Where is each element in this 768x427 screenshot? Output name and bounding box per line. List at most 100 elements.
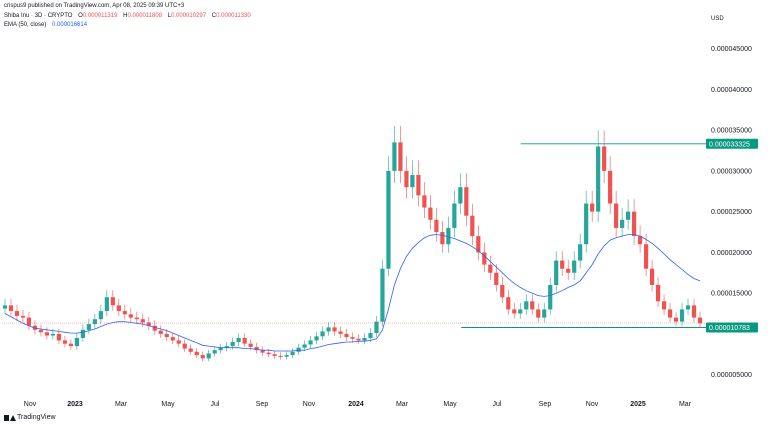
- candle: [649, 268, 655, 285]
- x-tick-label: Mar: [115, 401, 128, 408]
- candle: [260, 350, 265, 353]
- tradingview-logo[interactable]: TradingView: [4, 414, 56, 421]
- candle: [643, 244, 649, 269]
- candle: [404, 170, 409, 188]
- candle: [110, 297, 115, 306]
- candle: [458, 187, 463, 204]
- legend-ohlc-l: L0.000010297: [167, 13, 207, 19]
- candle: [356, 338, 361, 341]
- candle: [428, 207, 433, 220]
- candle: [326, 327, 331, 332]
- candle: [655, 284, 661, 302]
- candle: [536, 309, 541, 318]
- candle: [242, 337, 247, 344]
- legend-ema-row: EMA (50, close) 0.000016614: [4, 22, 91, 28]
- candle: [254, 346, 259, 351]
- candle: [146, 322, 151, 326]
- candle: [212, 350, 217, 354]
- candle: [164, 333, 169, 338]
- y-tick-label: 0.000040000: [711, 87, 752, 94]
- candle: [584, 203, 589, 245]
- candle: [392, 142, 397, 171]
- x-tick-label: Nov: [303, 401, 316, 408]
- y-tick-label: 0.000005000: [711, 372, 752, 379]
- candle: [661, 301, 667, 310]
- candle: [272, 354, 277, 356]
- y-tick-label: 0.000035000: [711, 128, 752, 135]
- candle: [86, 324, 91, 330]
- candle: [374, 321, 379, 334]
- candle: [673, 317, 679, 322]
- candle: [278, 355, 283, 357]
- candle: [524, 301, 529, 310]
- candle: [158, 330, 163, 334]
- candle: [236, 337, 241, 343]
- candle: [224, 346, 229, 348]
- tradingview-icon: [4, 414, 16, 421]
- legend-symbol: Shiba Inu · 3D · CRYPTO: [4, 13, 73, 19]
- candle: [80, 329, 85, 338]
- y-tick-label: 0.000015000: [711, 291, 752, 298]
- candle: [512, 309, 517, 314]
- candle: [697, 317, 703, 324]
- x-tick-label: Sep: [539, 401, 552, 408]
- candle: [679, 309, 685, 322]
- candle: [548, 284, 553, 310]
- candle: [590, 203, 595, 212]
- candle: [667, 309, 673, 318]
- candle: [506, 297, 511, 310]
- candle: [398, 142, 403, 171]
- levels-layer: 0.000033325 0.000010783: [461, 138, 758, 333]
- candle: [362, 337, 367, 341]
- candle: [320, 331, 325, 337]
- candle: [170, 337, 175, 341]
- legend-ema-value: 0.000016614: [52, 22, 88, 28]
- candle: [620, 219, 625, 228]
- x-tick-label: Nov: [586, 401, 599, 408]
- candle: [416, 174, 421, 196]
- y-axis: 0.000005000 0.000015000 0.000020000 0.00002…: [711, 46, 752, 379]
- x-tick-label: Jul: [493, 401, 502, 408]
- candle: [440, 232, 445, 245]
- candle: [284, 355, 289, 357]
- candle: [632, 211, 637, 237]
- candle: [98, 311, 103, 320]
- candle: [434, 219, 439, 233]
- x-tick-label: Sep: [256, 401, 269, 408]
- legend-ohlc-o: O0.000011319: [78, 13, 118, 19]
- candle: [386, 170, 391, 269]
- candle: [74, 337, 79, 347]
- x-tick-label: Jul: [211, 401, 220, 408]
- x-tick-label: May: [161, 401, 175, 408]
- legend-c-value: 0.000011330: [216, 13, 251, 19]
- candle: [488, 264, 493, 273]
- candle: [578, 244, 583, 261]
- candle: [518, 309, 523, 314]
- candle: [116, 305, 121, 312]
- candle: [218, 347, 223, 351]
- candle: [314, 336, 319, 341]
- candle: [182, 343, 187, 349]
- legend-o-value: 0.000011319: [82, 13, 118, 19]
- candle: [338, 331, 343, 334]
- candle: [176, 340, 181, 344]
- legend-l-value: 0.000010297: [171, 13, 207, 19]
- candle: [685, 305, 691, 310]
- candle: [608, 170, 613, 204]
- candle: [128, 314, 133, 318]
- y-tick-label: 0.000025000: [711, 209, 752, 216]
- x-tick-label: 2023: [67, 401, 83, 408]
- candle: [104, 297, 109, 312]
- legend-ema-label: EMA (50, close): [4, 22, 47, 28]
- candle: [26, 317, 32, 326]
- candle: [350, 337, 355, 339]
- candle: [302, 344, 307, 348]
- candle: [308, 340, 313, 345]
- candle: [566, 268, 571, 273]
- level-label: 0.000033325: [709, 141, 750, 148]
- candle: [422, 195, 427, 208]
- candle: [626, 211, 631, 220]
- y-tick-label: 0.000045000: [711, 46, 752, 53]
- candle: [134, 317, 139, 320]
